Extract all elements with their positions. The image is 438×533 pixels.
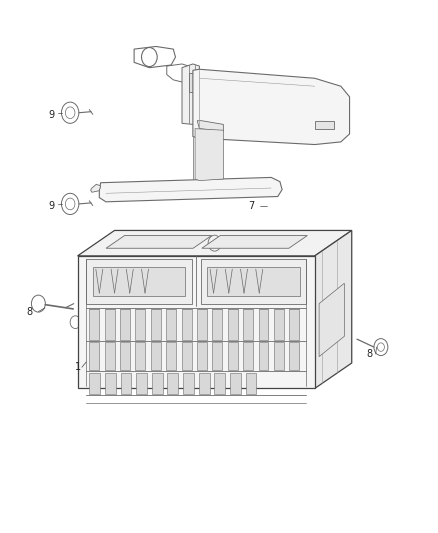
Polygon shape [243, 309, 253, 340]
Polygon shape [189, 73, 196, 92]
Polygon shape [105, 309, 115, 340]
Text: 9: 9 [48, 110, 54, 120]
Polygon shape [120, 373, 131, 394]
Polygon shape [290, 342, 299, 370]
Text: 9: 9 [48, 200, 54, 211]
Polygon shape [151, 309, 161, 340]
Polygon shape [201, 259, 306, 304]
Polygon shape [315, 120, 334, 128]
Polygon shape [197, 342, 207, 370]
Text: 8: 8 [27, 306, 33, 317]
Text: 8: 8 [366, 349, 372, 359]
Polygon shape [89, 373, 100, 394]
Polygon shape [230, 373, 241, 394]
Polygon shape [120, 342, 130, 370]
Polygon shape [89, 342, 99, 370]
Polygon shape [120, 309, 130, 340]
Polygon shape [290, 309, 299, 340]
Polygon shape [258, 309, 268, 340]
Polygon shape [78, 256, 315, 389]
Polygon shape [183, 373, 194, 394]
Polygon shape [78, 230, 352, 256]
Polygon shape [106, 236, 212, 248]
Polygon shape [197, 309, 207, 340]
Polygon shape [228, 342, 238, 370]
Polygon shape [135, 342, 145, 370]
Text: 7: 7 [248, 200, 255, 211]
Polygon shape [182, 64, 199, 124]
Polygon shape [246, 373, 256, 394]
Polygon shape [152, 373, 162, 394]
Polygon shape [86, 259, 192, 304]
Polygon shape [274, 309, 284, 340]
Polygon shape [89, 309, 99, 340]
Polygon shape [197, 120, 223, 131]
Polygon shape [135, 309, 145, 340]
Polygon shape [214, 373, 225, 394]
Polygon shape [136, 373, 147, 394]
Polygon shape [195, 128, 223, 181]
Polygon shape [202, 236, 307, 248]
Polygon shape [243, 342, 253, 370]
Polygon shape [193, 69, 350, 144]
Text: 1: 1 [74, 362, 81, 372]
Polygon shape [182, 309, 191, 340]
Polygon shape [319, 283, 344, 357]
Polygon shape [182, 342, 191, 370]
Polygon shape [166, 309, 176, 340]
Polygon shape [199, 373, 209, 394]
Polygon shape [93, 266, 185, 296]
Polygon shape [166, 342, 176, 370]
Polygon shape [228, 309, 238, 340]
Polygon shape [151, 342, 161, 370]
Polygon shape [315, 230, 352, 389]
Polygon shape [167, 373, 178, 394]
Polygon shape [212, 309, 223, 340]
Polygon shape [212, 342, 223, 370]
Polygon shape [99, 177, 282, 202]
Polygon shape [105, 373, 116, 394]
Polygon shape [258, 342, 268, 370]
Polygon shape [105, 342, 115, 370]
Polygon shape [207, 266, 300, 296]
Polygon shape [274, 342, 284, 370]
Polygon shape [91, 184, 101, 192]
